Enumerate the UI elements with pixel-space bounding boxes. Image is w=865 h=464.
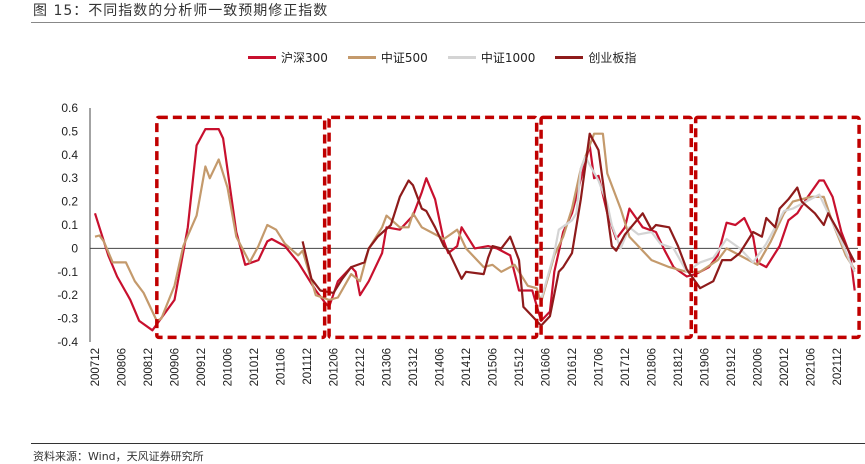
- legend-swatch: [347, 56, 376, 59]
- x-tick-label: 201206: [329, 348, 341, 386]
- legend-swatch: [555, 56, 584, 59]
- y-tick-label: 0.5: [61, 124, 78, 138]
- x-tick-label: 201212: [355, 348, 367, 386]
- highlight-box: [539, 115, 693, 340]
- x-tick-label: 201906: [700, 348, 712, 386]
- y-tick-label: 0.1: [61, 218, 78, 232]
- y-tick-label: -0.3: [57, 312, 78, 326]
- x-tick-label: 202012: [779, 348, 791, 386]
- legend: 沪深300 中证500 中证1000 创业板指: [248, 49, 636, 66]
- x-tick-label: 201612: [567, 348, 579, 386]
- legend-item-csi500: 中证500: [347, 49, 428, 66]
- x-tick-label: 201412: [461, 348, 473, 386]
- x-tick-label: 202106: [806, 348, 818, 386]
- x-tick-label: 201112: [302, 348, 314, 385]
- x-tick-label: 201406: [435, 348, 447, 386]
- x-tick-label: 201506: [488, 348, 500, 386]
- x-tick-label: 200712: [90, 348, 102, 386]
- highlight-box: [155, 115, 327, 340]
- source-note: 资料来源：Wind，天风证券研究所: [33, 450, 204, 463]
- x-tick-label: 200906: [170, 348, 182, 386]
- x-tick-label: 201012: [249, 348, 261, 386]
- x-tick-label: 201706: [594, 348, 606, 386]
- series-line-0: [93, 128, 856, 332]
- highlight-box: [327, 115, 539, 340]
- source-divider: [31, 443, 865, 444]
- title-divider: [31, 22, 865, 23]
- x-tick-label: 201606: [541, 348, 553, 386]
- legend-item-hs300: 沪深300: [248, 49, 328, 66]
- y-tick-label: -0.4: [57, 335, 78, 349]
- legend-label: 中证1000: [480, 51, 536, 65]
- y-tick-label: 0.4: [61, 148, 78, 162]
- x-tick-label: 201712: [620, 348, 632, 386]
- x-tick-label: 202006: [753, 348, 765, 386]
- x-tick-label: 201006: [223, 348, 235, 386]
- y-tick-label: 0.2: [61, 195, 78, 209]
- y-tick-label: 0.6: [61, 101, 78, 115]
- x-tick-label: 201912: [726, 348, 738, 386]
- legend-swatch: [447, 56, 476, 59]
- x-tick-label: 202112: [832, 348, 844, 386]
- x-tick-label: 201306: [382, 348, 394, 386]
- x-tick-label: 201812: [673, 348, 685, 386]
- series-line-3: [301, 132, 856, 327]
- series-line-1: [94, 132, 856, 322]
- series-line-2: [540, 156, 856, 301]
- y-tick-label: -0.2: [57, 288, 78, 302]
- legend-label: 沪深300: [281, 51, 328, 65]
- legend-swatch: [248, 56, 276, 59]
- x-tick-label: 200812: [143, 348, 155, 386]
- y-tick-label: -0.1: [57, 265, 78, 279]
- legend-item-csi1000: 中证1000: [447, 49, 536, 66]
- legend-label: 中证500: [380, 51, 428, 65]
- x-tick-label: 201806: [647, 348, 659, 386]
- x-tick-label: 201512: [514, 348, 526, 386]
- legend-item-chinext: 创业板指: [555, 49, 636, 66]
- figure-title: 图 15：不同指数的分析师一致预期修正指数: [33, 3, 329, 19]
- highlight-box: [693, 115, 861, 340]
- y-tick-label: 0.3: [61, 171, 78, 185]
- x-tick-label: 200912: [196, 348, 208, 386]
- legend-label: 创业板指: [588, 51, 637, 65]
- x-tick-label: 201106: [276, 348, 288, 386]
- x-tick-label: 201312: [408, 348, 420, 386]
- x-tick-label: 200806: [117, 348, 129, 386]
- y-tick-label: 0: [71, 241, 78, 255]
